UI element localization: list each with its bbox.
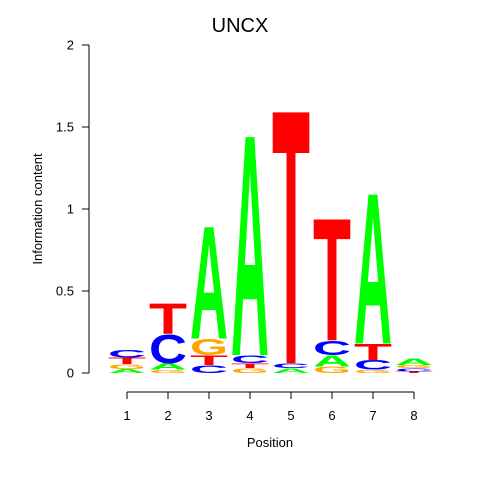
logo-letter-t: T <box>231 362 269 370</box>
logo-letter-t: T <box>108 356 146 366</box>
logo-letter-a: A <box>395 357 433 367</box>
x-tick-label: 3 <box>205 408 212 423</box>
logo-letter-g: G <box>108 363 146 371</box>
logo-letter-t: T <box>190 352 229 367</box>
y-axis-title: Information content <box>30 153 45 265</box>
x-tick-label: 2 <box>164 408 171 423</box>
logo-letter-t: T <box>354 339 393 364</box>
logo-column-5: ACT <box>272 34 310 441</box>
logo-letter-t: T <box>272 34 310 441</box>
logo-letter-t: T <box>395 371 433 374</box>
y-axis: 0 0.5 1 1.5 2 <box>56 38 90 381</box>
x-tick-label: 8 <box>410 408 417 423</box>
logo-letter-a: A <box>149 362 187 372</box>
x-axis: 1 2 3 4 5 6 7 8 <box>123 391 418 423</box>
y-tick-label: 1 <box>67 202 74 217</box>
logo-letter-g: G <box>149 369 187 374</box>
chart-title: UNCX <box>212 15 269 37</box>
y-tick-label: 2 <box>67 38 74 53</box>
x-tick-label: 5 <box>287 408 294 423</box>
logo-letter-a: A <box>108 368 146 374</box>
logo-letter-g: G <box>190 335 228 360</box>
y-tick-label: 0.5 <box>56 284 74 299</box>
logo-letter-c: C <box>395 367 433 372</box>
logo-letter-a: A <box>190 193 228 373</box>
x-tick-label: 4 <box>246 408 253 423</box>
logo-letter-a: A <box>313 352 351 370</box>
y-tick-label: 0 <box>67 366 74 381</box>
y-tick-label: 1.5 <box>56 120 74 135</box>
logo-letter-a: A <box>272 367 310 375</box>
logo-letter-c: C <box>190 363 228 376</box>
logo-letter-a: A <box>354 148 392 390</box>
logo-letter-g: G <box>231 367 269 375</box>
logo-letter-c: C <box>354 358 392 373</box>
logo-letter-c: C <box>231 353 269 366</box>
x-tick-label: 6 <box>328 408 335 423</box>
logo-letter-g: G <box>395 364 433 369</box>
logo-letter-c: C <box>313 337 351 360</box>
logo-letter-c: C <box>108 348 146 361</box>
logo-letter-c: C <box>272 362 310 370</box>
logo-letter-t: T <box>313 182 351 378</box>
logo-letter-g: G <box>313 365 351 375</box>
logo-letter-t: T <box>149 295 187 343</box>
logo-letter-g: G <box>354 369 392 374</box>
logo-letter-c: C <box>149 326 187 372</box>
logo-letter-a: A <box>231 70 269 423</box>
x-tick-label: 1 <box>123 408 130 423</box>
x-tick-label: 7 <box>369 408 376 423</box>
x-axis-title: Position <box>247 435 293 450</box>
